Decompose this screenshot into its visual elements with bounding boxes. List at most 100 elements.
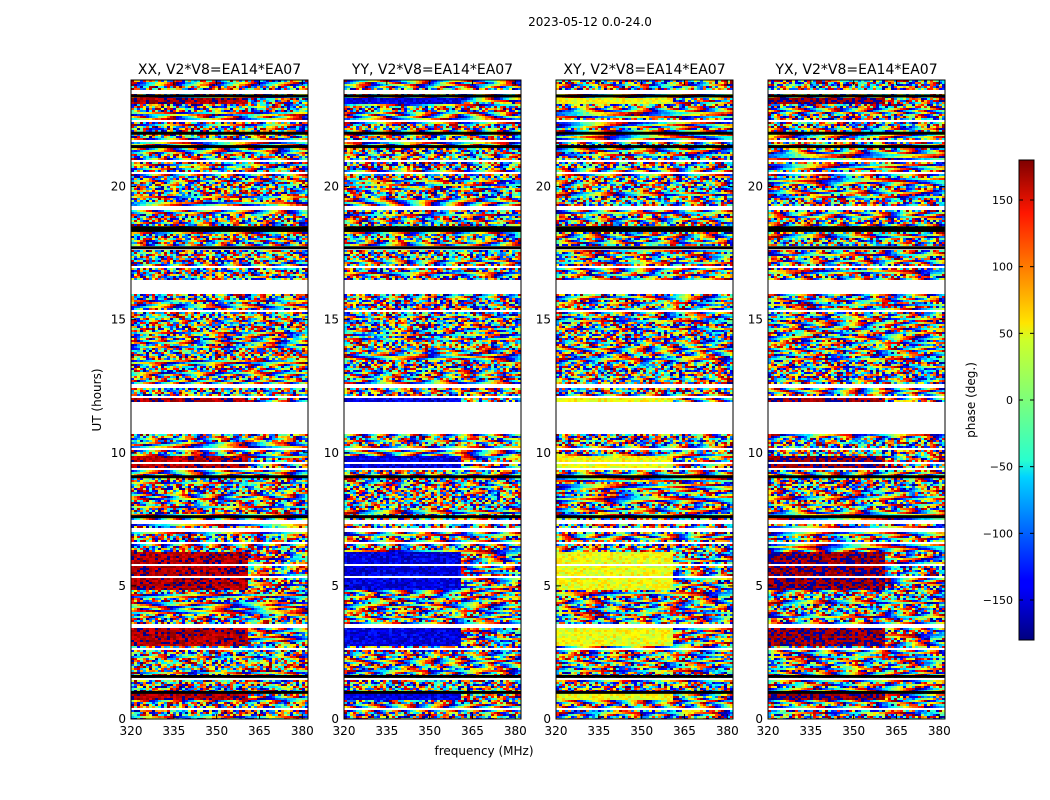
dropout-line [556, 226, 733, 229]
dropout-line [768, 475, 945, 478]
dropout-line [131, 229, 308, 232]
x-tick-label: 320 [757, 724, 780, 738]
x-tick-label: 365 [885, 724, 908, 738]
dropout-line [344, 145, 521, 148]
figure-suptitle: 2023-05-12 0.0-24.0 [528, 15, 652, 29]
x-tick-label: 380 [928, 724, 951, 738]
y-axis-label: UT (hours) [90, 368, 104, 431]
x-tick-label: 365 [673, 724, 696, 738]
colorbar-tick-label: −150 [983, 594, 1013, 607]
y-tick-label: 0 [543, 712, 551, 726]
dropout-line [344, 132, 521, 135]
y-tick-label: 10 [324, 446, 339, 460]
colorbar-tick-label: 0 [1006, 394, 1013, 407]
x-tick-label: 335 [587, 724, 610, 738]
dropout-line [556, 515, 733, 518]
x-tick-label: 335 [162, 724, 185, 738]
dropout-line [556, 675, 733, 678]
dropout-line [344, 691, 521, 694]
panel-title: XY, V2*V8=EA14*EA07 [563, 62, 725, 78]
dropout-line [344, 94, 521, 97]
dropout-line [556, 94, 733, 97]
x-tick-label: 380 [716, 724, 739, 738]
y-tick-label: 5 [543, 579, 551, 593]
dropout-line [768, 229, 945, 232]
panel-title: YY, V2*V8=EA14*EA07 [351, 62, 513, 78]
x-tick-label: 320 [120, 724, 143, 738]
y-tick-label: 20 [536, 180, 551, 194]
dropout-line [131, 675, 308, 678]
colorbar-tick-label: 100 [992, 261, 1013, 274]
y-tick-label: 0 [331, 712, 339, 726]
dropout-line [768, 94, 945, 97]
y-tick-label: 10 [536, 446, 551, 460]
x-tick-label: 350 [842, 724, 865, 738]
y-tick-label: 5 [755, 579, 763, 593]
dropout-line [131, 132, 308, 135]
y-tick-label: 15 [324, 313, 339, 327]
dropout-line [556, 691, 733, 694]
x-tick-label: 335 [799, 724, 822, 738]
heatmap-cells [131, 80, 308, 719]
colorbar-tick-label: 150 [992, 194, 1013, 207]
dropout-line [344, 475, 521, 478]
heatmap-cells [768, 80, 945, 719]
y-tick-label: 15 [111, 313, 126, 327]
dropout-line [131, 246, 308, 249]
colorbar-label: phase (deg.) [964, 362, 978, 438]
heatmap-cells [344, 80, 521, 719]
dropout-line [344, 229, 521, 232]
dropout-line [556, 246, 733, 249]
dropout-line [768, 515, 945, 518]
y-tick-label: 5 [118, 579, 126, 593]
panel-title: XX, V2*V8=EA14*EA07 [138, 62, 301, 78]
dropout-line [556, 145, 733, 148]
dropout-line [768, 226, 945, 229]
dropout-line [344, 515, 521, 518]
y-tick-label: 20 [324, 180, 339, 194]
dropout-line [131, 94, 308, 97]
x-tick-label: 380 [291, 724, 314, 738]
x-tick-label: 320 [545, 724, 568, 738]
y-tick-label: 15 [748, 313, 763, 327]
heatmap-cells [556, 80, 733, 719]
x-tick-label: 335 [375, 724, 398, 738]
x-tick-label: 365 [461, 724, 484, 738]
y-tick-label: 20 [748, 180, 763, 194]
y-tick-label: 10 [111, 446, 126, 460]
y-tick-label: 10 [748, 446, 763, 460]
colorbar-tick-label: −100 [983, 527, 1013, 540]
dropout-line [768, 675, 945, 678]
dropout-line [768, 246, 945, 249]
y-tick-label: 15 [536, 313, 551, 327]
colorbar-tick-label: 50 [999, 327, 1013, 340]
y-tick-label: 20 [111, 180, 126, 194]
dropout-line [556, 229, 733, 232]
dropout-line [131, 691, 308, 694]
dropout-line [344, 675, 521, 678]
panel-2: XY, V2*V8=EA14*EA07 320 335 350 365 380 0 5 10 15… [536, 62, 739, 738]
dropout-line [556, 475, 733, 478]
x-tick-label: 350 [418, 724, 441, 738]
x-axis-label: frequency (MHz) [434, 744, 533, 758]
dropout-line [768, 691, 945, 694]
dropout-line [131, 475, 308, 478]
dropout-line [344, 246, 521, 249]
y-tick-label: 5 [331, 579, 339, 593]
dropout-line [768, 132, 945, 135]
dropout-line [344, 226, 521, 229]
dropout-line [131, 145, 308, 148]
dropout-line [556, 132, 733, 135]
y-tick-label: 0 [118, 712, 126, 726]
dropout-line [768, 145, 945, 148]
x-tick-label: 365 [248, 724, 271, 738]
x-tick-label: 350 [630, 724, 653, 738]
panel-title: YX, V2*V8=EA14*EA07 [774, 62, 937, 78]
dropout-line [131, 226, 308, 229]
